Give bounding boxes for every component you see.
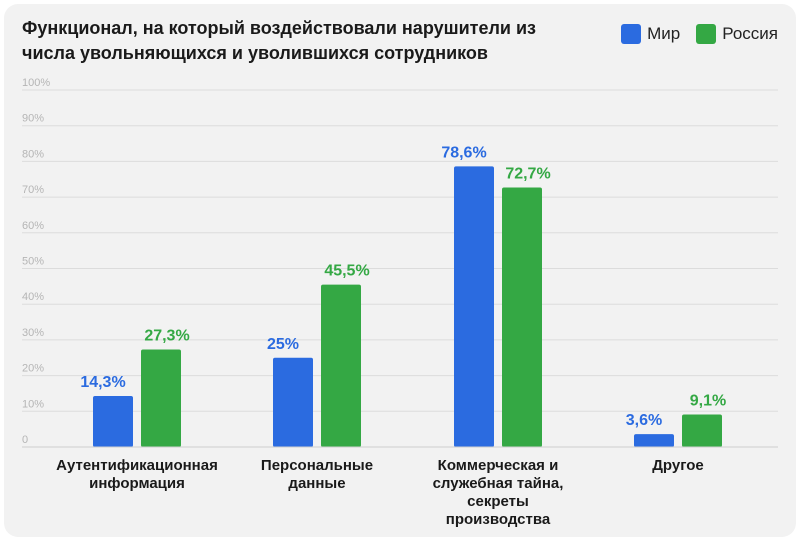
legend-item-world: Мир [621,24,680,44]
x-tick-label: данные [288,475,345,492]
y-tick-label: 10% [22,398,44,410]
chart-title: Функционал, на который воздействовали на… [22,18,536,63]
x-tick-label: секреты [467,493,529,510]
x-tick-label: Аутентификационная [56,457,218,474]
x-tick-label: Коммерческая и [438,457,559,474]
bar [454,166,494,447]
x-tick-label: информация [89,475,185,492]
y-tick-label: 70% [22,184,44,196]
bar [502,187,542,447]
legend-label-russia: Россия [722,24,778,43]
data-label: 27,3% [144,328,189,345]
data-label: 45,5% [324,263,369,280]
chart-card: Функционал, на который воздействовали на… [4,4,796,537]
y-tick-label: 0 [22,434,28,446]
y-tick-label: 60% [22,220,44,232]
y-tick-label: 30% [22,327,44,339]
y-tick-label: 90% [22,113,44,125]
x-tick-label: Персональные [261,457,373,474]
legend-item-russia: Россия [696,24,778,44]
bar [141,349,181,447]
y-tick-label: 100% [22,77,50,89]
data-label: 14,3% [80,374,125,391]
bar [321,284,361,447]
x-tick-label: Другое [652,457,704,474]
data-label: 3,6% [626,412,662,429]
y-tick-label: 40% [22,291,44,303]
legend-swatch-russia [696,24,717,44]
data-label: 72,7% [505,165,550,182]
legend-swatch-world [621,24,642,44]
y-tick-label: 20% [22,363,44,375]
bar [93,395,133,447]
data-label: 9,1% [690,393,726,410]
bar [682,414,722,447]
legend: Мир Россия [621,24,778,44]
data-label: 78,6% [441,144,486,161]
bar [634,434,674,447]
legend-label-world: Мир [647,24,681,43]
x-tick-label: производства [446,511,551,528]
y-tick-label: 80% [22,148,44,160]
x-tick-label: служебная тайна, [433,475,564,492]
y-tick-label: 50% [22,256,44,268]
bar [273,357,313,447]
data-label: 25% [267,336,299,353]
